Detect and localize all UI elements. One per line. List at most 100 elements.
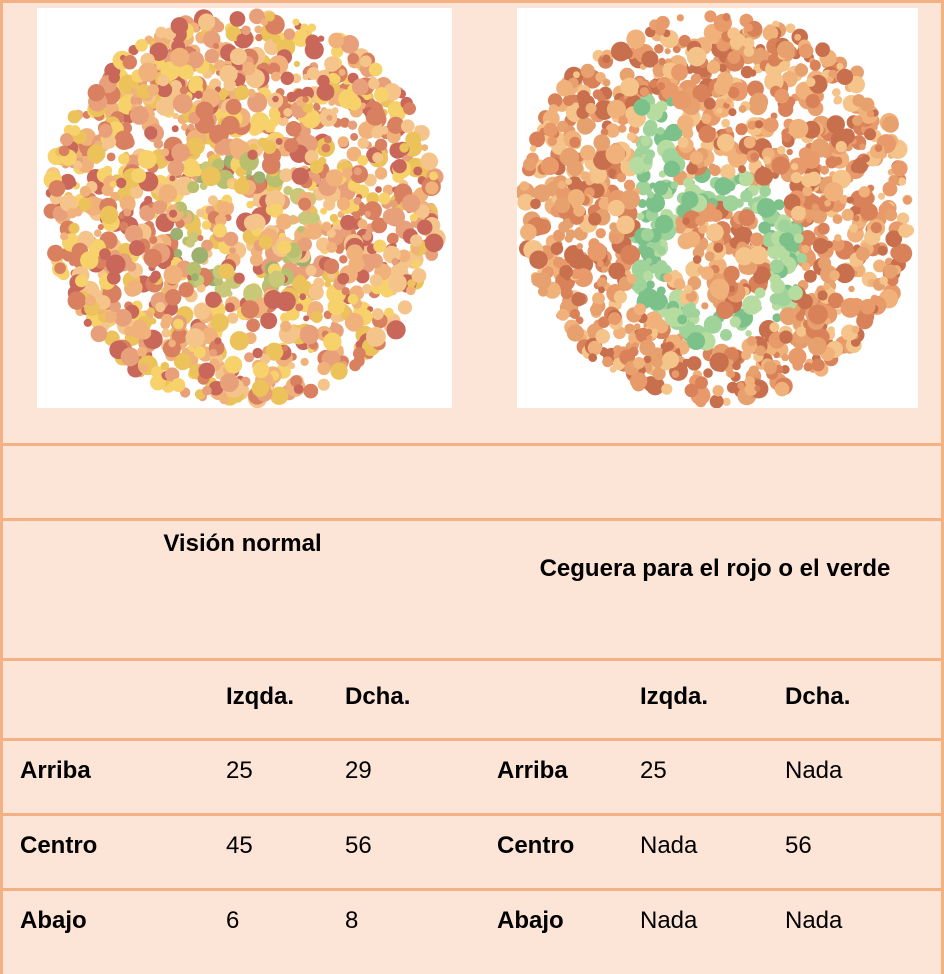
dot (654, 318, 666, 330)
dot (164, 289, 182, 306)
dot (109, 180, 117, 188)
dot (709, 164, 721, 177)
dot (139, 205, 156, 222)
dot (233, 178, 250, 195)
dot (374, 138, 388, 151)
dot (260, 18, 269, 26)
dot (706, 60, 721, 74)
dot (220, 373, 239, 393)
dot (144, 231, 151, 238)
dot (299, 293, 307, 301)
subheader: Dcha. (785, 683, 851, 710)
dot (283, 138, 299, 153)
cell: 8 (345, 907, 359, 934)
dot (859, 298, 876, 315)
cell: Arriba (497, 757, 568, 784)
dot (722, 397, 731, 406)
dot (353, 167, 362, 176)
dot (704, 10, 717, 23)
dot (663, 273, 673, 283)
dot (801, 173, 816, 188)
dot (722, 13, 731, 22)
dot (255, 33, 263, 42)
dot (858, 186, 871, 198)
dot (346, 244, 364, 262)
dot (59, 194, 78, 212)
dot (850, 65, 864, 80)
dot (268, 270, 286, 288)
dot (661, 383, 673, 395)
dot (252, 361, 270, 379)
dot (170, 227, 184, 241)
dot (580, 144, 596, 161)
dot (219, 138, 232, 152)
dot (690, 73, 702, 85)
dot (357, 218, 368, 230)
dot (225, 98, 242, 115)
dot (313, 104, 321, 112)
dot (823, 282, 831, 291)
dot (193, 302, 211, 320)
dot (105, 254, 126, 275)
dot (372, 152, 384, 163)
dot (532, 184, 551, 203)
dot (158, 184, 178, 203)
dot (129, 185, 144, 199)
dot (616, 172, 627, 183)
dot (340, 34, 360, 54)
dot (833, 156, 843, 166)
dot (755, 47, 766, 58)
dot (303, 315, 310, 322)
dot (276, 213, 293, 230)
dot (734, 247, 754, 266)
dot (882, 116, 899, 133)
dot (643, 355, 652, 364)
dot (373, 87, 390, 103)
dot (368, 62, 383, 77)
cell: Centro (497, 832, 575, 859)
dot (632, 357, 645, 370)
dot (802, 151, 820, 169)
dot (406, 285, 416, 296)
dot (219, 94, 227, 101)
dot (709, 394, 724, 408)
dot (101, 141, 111, 151)
dot (738, 165, 747, 174)
dot (178, 282, 194, 298)
dot (201, 220, 212, 230)
dot (410, 234, 423, 247)
dot (293, 384, 304, 394)
dot (563, 94, 575, 107)
dot (609, 234, 619, 244)
dot (755, 345, 766, 357)
dot (114, 308, 132, 327)
dot (725, 126, 733, 134)
dot (777, 219, 791, 233)
dot (870, 222, 882, 234)
dot (179, 86, 188, 95)
dot (150, 270, 161, 281)
dot (567, 189, 585, 207)
dot (735, 123, 748, 136)
dot (642, 122, 658, 137)
dot (198, 362, 215, 379)
cell: 6 (226, 907, 240, 934)
dot (788, 285, 803, 301)
dot (689, 151, 704, 165)
dot (347, 120, 358, 130)
dot (656, 82, 666, 91)
subheader: Izqda. (640, 683, 709, 710)
dot (602, 356, 613, 368)
dot (634, 323, 641, 330)
dot (610, 41, 631, 62)
dot (243, 215, 260, 231)
dot (598, 286, 605, 294)
dot (712, 385, 724, 397)
dot (557, 180, 567, 190)
dot (388, 273, 407, 293)
dot (596, 277, 608, 288)
dot (772, 313, 782, 323)
dot (157, 74, 169, 87)
dot (605, 144, 626, 165)
dot (860, 97, 875, 112)
